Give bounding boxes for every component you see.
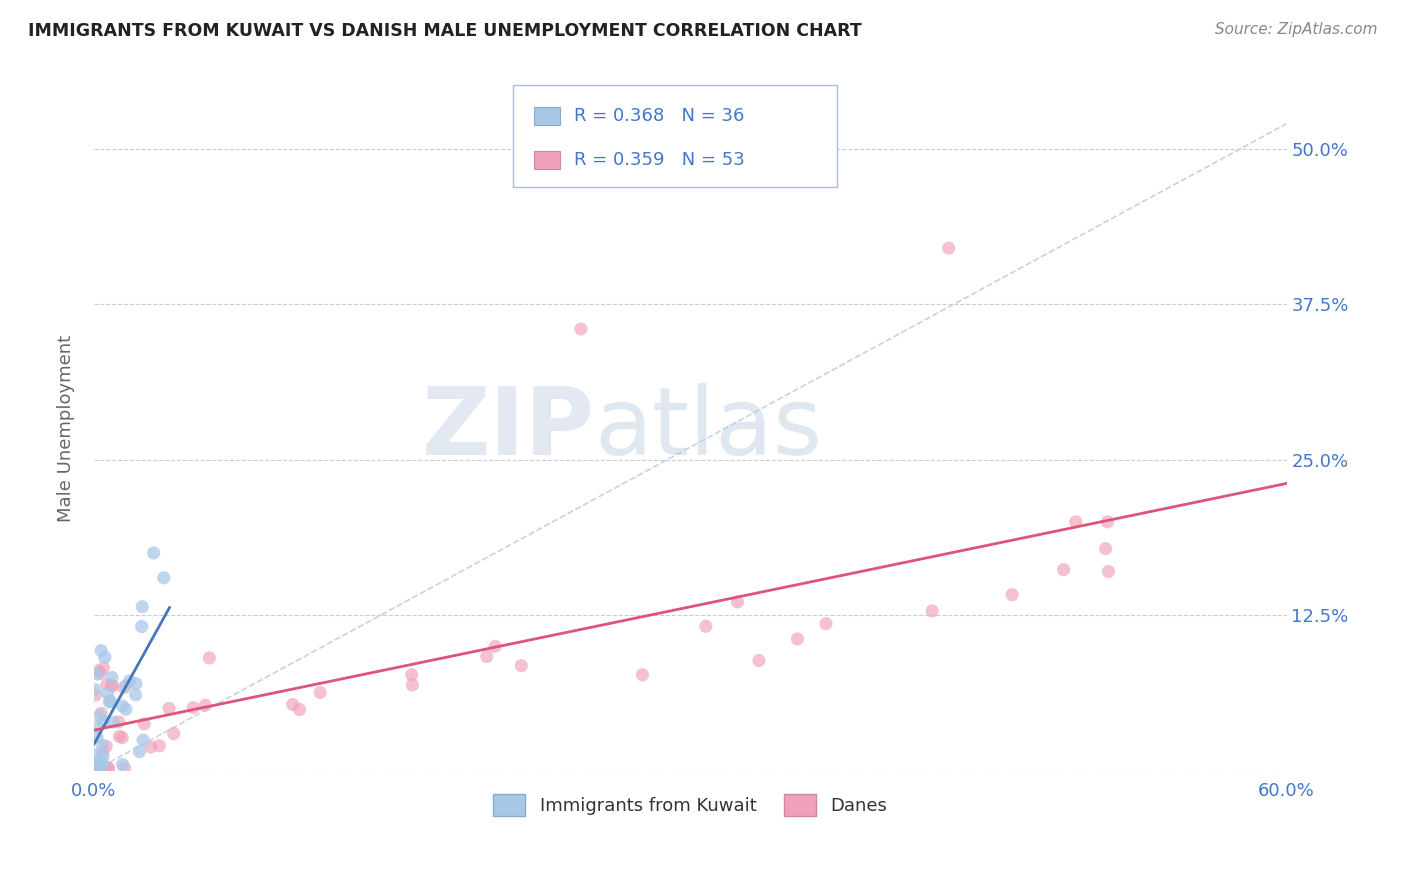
Point bbox=[115, 679, 138, 693]
Point bbox=[90, 706, 112, 721]
Point bbox=[84, 757, 107, 772]
Point bbox=[938, 241, 960, 255]
Point bbox=[111, 757, 134, 772]
Point bbox=[84, 757, 107, 772]
Point bbox=[84, 756, 107, 771]
Point bbox=[84, 757, 107, 772]
Point bbox=[152, 571, 174, 585]
Point bbox=[748, 653, 770, 667]
Point bbox=[132, 733, 155, 747]
Point bbox=[100, 694, 122, 708]
Point bbox=[84, 761, 107, 775]
Point bbox=[1097, 565, 1119, 579]
Point bbox=[101, 679, 124, 693]
Point bbox=[84, 747, 107, 762]
Point bbox=[89, 708, 111, 723]
Point bbox=[87, 664, 110, 678]
Point bbox=[115, 702, 138, 716]
Point bbox=[90, 761, 112, 775]
Point bbox=[87, 757, 110, 772]
Point bbox=[108, 730, 131, 744]
Point bbox=[1001, 588, 1024, 602]
Text: ZIP: ZIP bbox=[422, 383, 595, 475]
Point bbox=[695, 619, 717, 633]
Point bbox=[181, 700, 204, 714]
Point bbox=[94, 650, 117, 665]
Point bbox=[101, 671, 124, 685]
Point bbox=[1064, 515, 1087, 529]
Point bbox=[194, 698, 217, 713]
Point bbox=[281, 698, 304, 712]
Point bbox=[139, 739, 162, 754]
Text: atlas: atlas bbox=[595, 383, 823, 475]
Legend: Immigrants from Kuwait, Danes: Immigrants from Kuwait, Danes bbox=[485, 787, 894, 823]
Point bbox=[91, 749, 114, 764]
Point bbox=[727, 595, 749, 609]
Point bbox=[91, 757, 114, 772]
Point bbox=[814, 616, 837, 631]
Point bbox=[94, 761, 117, 775]
Point bbox=[118, 673, 141, 688]
Point bbox=[93, 714, 115, 729]
Point bbox=[84, 688, 107, 702]
Text: R = 0.368   N = 36: R = 0.368 N = 36 bbox=[574, 107, 744, 125]
Point bbox=[97, 761, 120, 775]
Point bbox=[475, 649, 498, 664]
Point bbox=[163, 726, 186, 740]
Point bbox=[89, 666, 111, 681]
Point bbox=[87, 761, 110, 775]
Point bbox=[569, 322, 592, 336]
Point bbox=[142, 546, 165, 560]
Point bbox=[103, 715, 125, 730]
Point bbox=[97, 761, 120, 775]
Point bbox=[131, 599, 153, 614]
Point bbox=[125, 676, 148, 690]
Point bbox=[96, 686, 118, 700]
Point bbox=[786, 632, 808, 646]
Point bbox=[107, 714, 129, 729]
Point bbox=[94, 739, 117, 754]
Point bbox=[128, 745, 150, 759]
Point bbox=[401, 667, 423, 681]
Point bbox=[91, 738, 114, 752]
Point bbox=[84, 682, 107, 697]
Point bbox=[1052, 563, 1074, 577]
Point bbox=[96, 677, 118, 691]
Point bbox=[124, 688, 146, 702]
Point bbox=[921, 604, 943, 618]
Point bbox=[134, 717, 156, 731]
Point bbox=[401, 678, 423, 692]
Point bbox=[86, 730, 108, 744]
Point bbox=[288, 702, 311, 716]
Text: IMMIGRANTS FROM KUWAIT VS DANISH MALE UNEMPLOYMENT CORRELATION CHART: IMMIGRANTS FROM KUWAIT VS DANISH MALE UN… bbox=[28, 22, 862, 40]
Point bbox=[91, 746, 114, 760]
Point bbox=[100, 679, 122, 693]
Point bbox=[114, 761, 136, 775]
Point bbox=[510, 658, 533, 673]
Point bbox=[111, 698, 134, 713]
Point bbox=[91, 757, 114, 772]
Point bbox=[86, 720, 108, 734]
Text: R = 0.359   N = 53: R = 0.359 N = 53 bbox=[574, 151, 744, 169]
Point bbox=[111, 731, 134, 745]
Point bbox=[90, 643, 112, 657]
Text: Source: ZipAtlas.com: Source: ZipAtlas.com bbox=[1215, 22, 1378, 37]
Point bbox=[112, 681, 135, 695]
Point bbox=[148, 739, 170, 753]
Point bbox=[309, 685, 332, 699]
Point bbox=[91, 661, 114, 675]
Point bbox=[631, 667, 654, 681]
Point bbox=[198, 651, 221, 665]
Point bbox=[86, 667, 108, 681]
Point bbox=[157, 701, 180, 715]
Point bbox=[1094, 541, 1116, 556]
Point bbox=[484, 640, 506, 654]
Y-axis label: Male Unemployment: Male Unemployment bbox=[58, 335, 75, 522]
Point bbox=[131, 619, 153, 633]
Point bbox=[1097, 515, 1119, 529]
Point bbox=[90, 757, 112, 772]
Point bbox=[98, 695, 121, 709]
